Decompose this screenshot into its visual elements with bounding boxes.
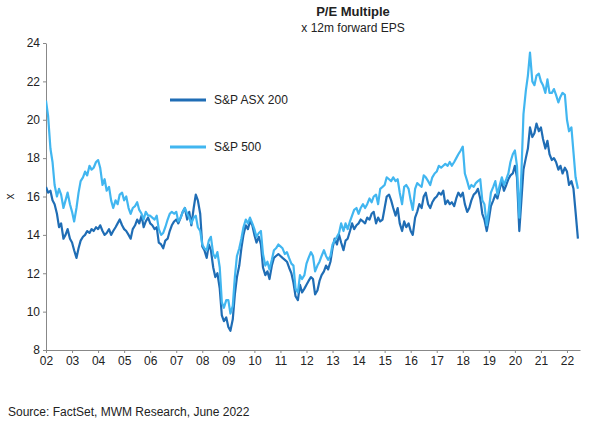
y-tick-mark xyxy=(43,350,46,351)
y-tick: 16 xyxy=(27,190,46,204)
x-tick-label: 22 xyxy=(561,354,575,368)
y-tick: 12 xyxy=(27,267,46,281)
legend-swatch xyxy=(170,146,206,149)
legend-item: S&P ASX 200 xyxy=(170,93,288,107)
x-tick-label: 04 xyxy=(92,354,106,368)
x-tick: 18 xyxy=(457,350,471,368)
y-tick-mark xyxy=(43,235,46,236)
x-tick-label: 09 xyxy=(222,354,236,368)
subtitle: x 12m forward EPS xyxy=(301,21,404,35)
x-axis: 02 03 04 05 06 07 08 09 10 11 12 13 14 15 16 17 18 19 20 21… xyxy=(40,350,581,368)
legend: S&P ASX 200 S&P 500 xyxy=(170,93,288,154)
x-tick: 22 xyxy=(561,350,575,368)
x-tick-label: 12 xyxy=(300,354,314,368)
chart: P/E Multiplex 12m forward EPS81012141618… xyxy=(0,0,601,429)
y-tick: 24 xyxy=(27,36,46,50)
x-tick-label: 10 xyxy=(248,354,262,368)
x-tick-label: 03 xyxy=(66,354,80,368)
plot-area xyxy=(46,53,578,331)
x-tick-label: 20 xyxy=(509,354,523,368)
x-tick: 07 xyxy=(170,350,184,368)
x-tick-label: 06 xyxy=(144,354,158,368)
y-tick: 20 xyxy=(27,113,46,127)
x-tick-label: 02 xyxy=(40,354,54,368)
x-tick-label: 18 xyxy=(457,354,471,368)
x-tick: 05 xyxy=(118,350,132,368)
title: P/E Multiple xyxy=(316,4,390,19)
legend-item: S&P 500 xyxy=(170,140,261,154)
y-tick-label: 18 xyxy=(27,151,41,165)
x-tick-label: 21 xyxy=(535,354,549,368)
x-tick: 08 xyxy=(196,350,210,368)
y-tick-mark xyxy=(43,43,46,44)
x-tick: 04 xyxy=(92,350,106,368)
y-tick-mark xyxy=(43,81,46,82)
y-tick-label: 14 xyxy=(27,228,41,242)
x-tick: 21 xyxy=(535,350,549,368)
y-tick: 18 xyxy=(27,151,46,165)
y-tick-mark xyxy=(43,273,46,274)
y-tick-label: 12 xyxy=(27,267,41,281)
x-tick: 11 xyxy=(275,350,288,368)
y-tick-label: 16 xyxy=(27,190,41,204)
x-tick: 15 xyxy=(378,350,392,368)
x-tick: 14 xyxy=(352,350,366,368)
x-tick-label: 13 xyxy=(326,354,340,368)
legend-label: S&P 500 xyxy=(214,140,261,154)
y-tick-label: 24 xyxy=(27,36,41,50)
y-tick: 10 xyxy=(27,305,46,319)
y-tick-mark xyxy=(43,158,46,159)
x-tick-label: 17 xyxy=(431,354,445,368)
x-tick: 09 xyxy=(222,350,236,368)
y-tick: 14 xyxy=(27,228,46,242)
series-line xyxy=(46,124,578,331)
y-tick-label: 10 xyxy=(27,305,41,319)
y-tick-mark xyxy=(43,312,46,313)
x-tick: 20 xyxy=(509,350,523,368)
x-tick: 12 xyxy=(300,350,314,368)
x-tick-label: 08 xyxy=(196,354,210,368)
x-tick-label: 05 xyxy=(118,354,132,368)
y-axis: 81012141618202224 xyxy=(27,36,47,357)
x-axis-line xyxy=(47,350,581,351)
x-tick-label: 11 xyxy=(275,354,288,368)
x-tick: 13 xyxy=(326,350,340,368)
x-tick-label: 16 xyxy=(405,354,419,368)
x-tick: 02 xyxy=(40,350,54,368)
legend-label: S&P ASX 200 xyxy=(214,93,288,107)
source-note: Source: FactSet, MWM Research, June 2022 xyxy=(8,405,250,419)
y-axis-line xyxy=(46,44,47,351)
legend-swatch xyxy=(170,99,206,102)
y-axis-label: x xyxy=(3,194,17,200)
y-tick-label: 20 xyxy=(27,113,41,127)
y-tick-mark xyxy=(43,197,46,198)
series-line xyxy=(46,53,578,314)
x-tick: 10 xyxy=(248,350,262,368)
x-tick: 16 xyxy=(405,350,419,368)
background xyxy=(0,0,601,429)
x-tick: 03 xyxy=(66,350,80,368)
x-tick-label: 15 xyxy=(378,354,392,368)
x-tick-label: 07 xyxy=(170,354,184,368)
x-tick: 17 xyxy=(431,350,445,368)
x-tick-label: 14 xyxy=(352,354,366,368)
y-tick: 22 xyxy=(27,75,46,89)
x-tick-label: 19 xyxy=(483,354,497,368)
x-tick: 06 xyxy=(144,350,158,368)
y-tick-label: 22 xyxy=(27,75,41,89)
y-tick-mark xyxy=(43,120,46,121)
x-tick: 19 xyxy=(483,350,497,368)
